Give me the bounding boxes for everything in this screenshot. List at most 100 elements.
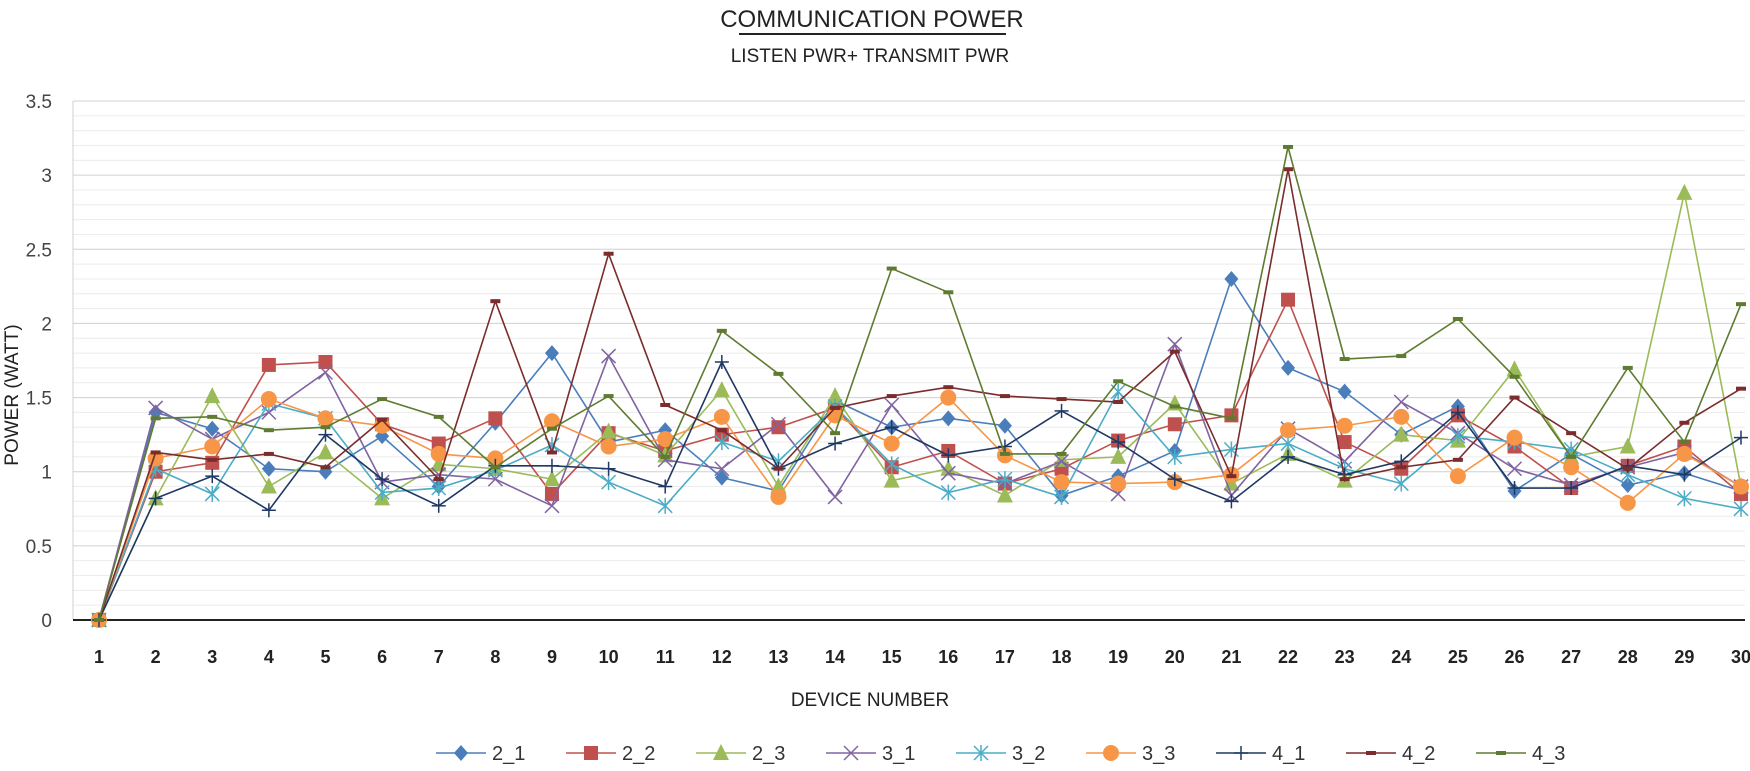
y-axis-label: POWER (WATT) bbox=[2, 324, 23, 465]
data-point bbox=[1056, 451, 1067, 456]
data-point bbox=[1509, 374, 1520, 379]
legend-item: 4_1 bbox=[1216, 743, 1305, 765]
marker-stroke bbox=[714, 461, 730, 477]
data-point bbox=[150, 450, 161, 455]
data-point bbox=[1113, 400, 1124, 405]
data-point bbox=[317, 443, 334, 460]
data-point bbox=[1224, 494, 1239, 509]
marker-stroke bbox=[1506, 461, 1523, 477]
data-point bbox=[263, 428, 274, 433]
data-point bbox=[940, 389, 957, 406]
data-point bbox=[584, 746, 598, 760]
chart-title: COMMUNICATION POWER bbox=[720, 6, 1024, 33]
data-point bbox=[377, 397, 388, 402]
legend-label: 3_1 bbox=[882, 743, 915, 765]
x-tick-label: 21 bbox=[1221, 647, 1241, 667]
data-point bbox=[1677, 467, 1692, 482]
marker-stroke bbox=[601, 348, 617, 364]
data-point bbox=[317, 364, 334, 380]
data-point bbox=[660, 402, 671, 407]
data-point bbox=[318, 427, 333, 442]
gridlines bbox=[72, 100, 1745, 621]
data-point bbox=[1110, 447, 1127, 464]
data-point bbox=[1054, 403, 1069, 418]
data-point bbox=[1506, 461, 1523, 477]
legend-label: 2_3 bbox=[752, 743, 785, 765]
data-point bbox=[1452, 316, 1463, 321]
series-line bbox=[98, 341, 1742, 621]
y-tick-label: 1.5 bbox=[26, 389, 52, 410]
data-point bbox=[773, 371, 784, 376]
legend-label: 4_3 bbox=[1532, 743, 1565, 765]
data-point bbox=[1676, 490, 1692, 507]
data-point bbox=[1339, 477, 1350, 482]
data-point bbox=[148, 400, 164, 416]
legend-item: 3_3 bbox=[1086, 743, 1175, 765]
x-tick-label: 15 bbox=[882, 647, 902, 667]
y-tick-label: 1 bbox=[41, 463, 52, 484]
data-point bbox=[1226, 474, 1237, 479]
data-point bbox=[997, 417, 1012, 434]
data-point bbox=[1224, 270, 1239, 287]
series-4_3 bbox=[94, 144, 1746, 622]
data-point bbox=[1281, 449, 1296, 464]
legend-item: 2_1 bbox=[436, 743, 525, 765]
series-line bbox=[98, 146, 1742, 621]
data-point bbox=[148, 491, 163, 506]
data-point bbox=[1234, 746, 1248, 760]
legend-label: 3_3 bbox=[1142, 743, 1175, 765]
y-tick-label: 0 bbox=[41, 611, 52, 632]
x-tick-label: 8 bbox=[490, 647, 500, 667]
data-point bbox=[377, 417, 388, 422]
data-point bbox=[318, 354, 333, 369]
data-point bbox=[1103, 745, 1119, 761]
y-axis-ticks: 0 0.5 1 1.5 2 2.5 3 3.5 bbox=[26, 92, 52, 632]
y-tick-label: 2.5 bbox=[26, 240, 52, 261]
data-point bbox=[150, 416, 161, 421]
marker-stroke bbox=[940, 465, 956, 481]
legend-item: 4_2 bbox=[1346, 743, 1435, 765]
data-point bbox=[716, 328, 727, 333]
data-point bbox=[770, 488, 787, 505]
data-point bbox=[940, 465, 956, 481]
x-tick-label: 25 bbox=[1448, 647, 1468, 667]
data-point bbox=[713, 744, 729, 760]
data-point bbox=[1280, 435, 1296, 452]
data-point bbox=[1281, 359, 1296, 376]
x-tick-label: 19 bbox=[1108, 647, 1128, 667]
data-point bbox=[884, 420, 899, 435]
data-point bbox=[883, 471, 900, 488]
data-point bbox=[830, 405, 841, 410]
data-point bbox=[603, 394, 614, 399]
data-point bbox=[261, 357, 276, 372]
data-point bbox=[375, 472, 390, 487]
data-point bbox=[940, 459, 957, 476]
data-point bbox=[1337, 435, 1352, 450]
data-point bbox=[1056, 397, 1067, 402]
data-point bbox=[205, 469, 220, 484]
data-point bbox=[884, 397, 900, 413]
legend-label: 2_1 bbox=[492, 743, 525, 765]
data-point bbox=[1110, 475, 1127, 492]
x-axis-ticks: 1 2 3 4 5 6 7 8 9 10 11 12 13 14 15 16 17 18 19 20 21 22 23 24 2… bbox=[94, 647, 1750, 667]
data-point bbox=[490, 299, 501, 304]
data-point bbox=[943, 385, 954, 390]
series-4_2 bbox=[94, 167, 1746, 622]
data-point bbox=[1336, 417, 1353, 434]
data-point bbox=[260, 477, 277, 494]
x-tick-label: 16 bbox=[938, 647, 958, 667]
y-tick-label: 3 bbox=[41, 166, 52, 187]
data-point bbox=[1169, 349, 1180, 354]
x-tick-label: 29 bbox=[1674, 647, 1694, 667]
data-point bbox=[827, 387, 844, 404]
data-point bbox=[546, 426, 557, 431]
data-point bbox=[601, 474, 617, 491]
data-point bbox=[430, 445, 447, 462]
data-point bbox=[1733, 500, 1749, 517]
data-point bbox=[204, 485, 220, 502]
data-point bbox=[543, 470, 560, 487]
data-point bbox=[886, 394, 897, 399]
series-line bbox=[98, 297, 1742, 621]
x-tick-label: 13 bbox=[768, 647, 788, 667]
x-tick-label: 1 bbox=[94, 647, 104, 667]
